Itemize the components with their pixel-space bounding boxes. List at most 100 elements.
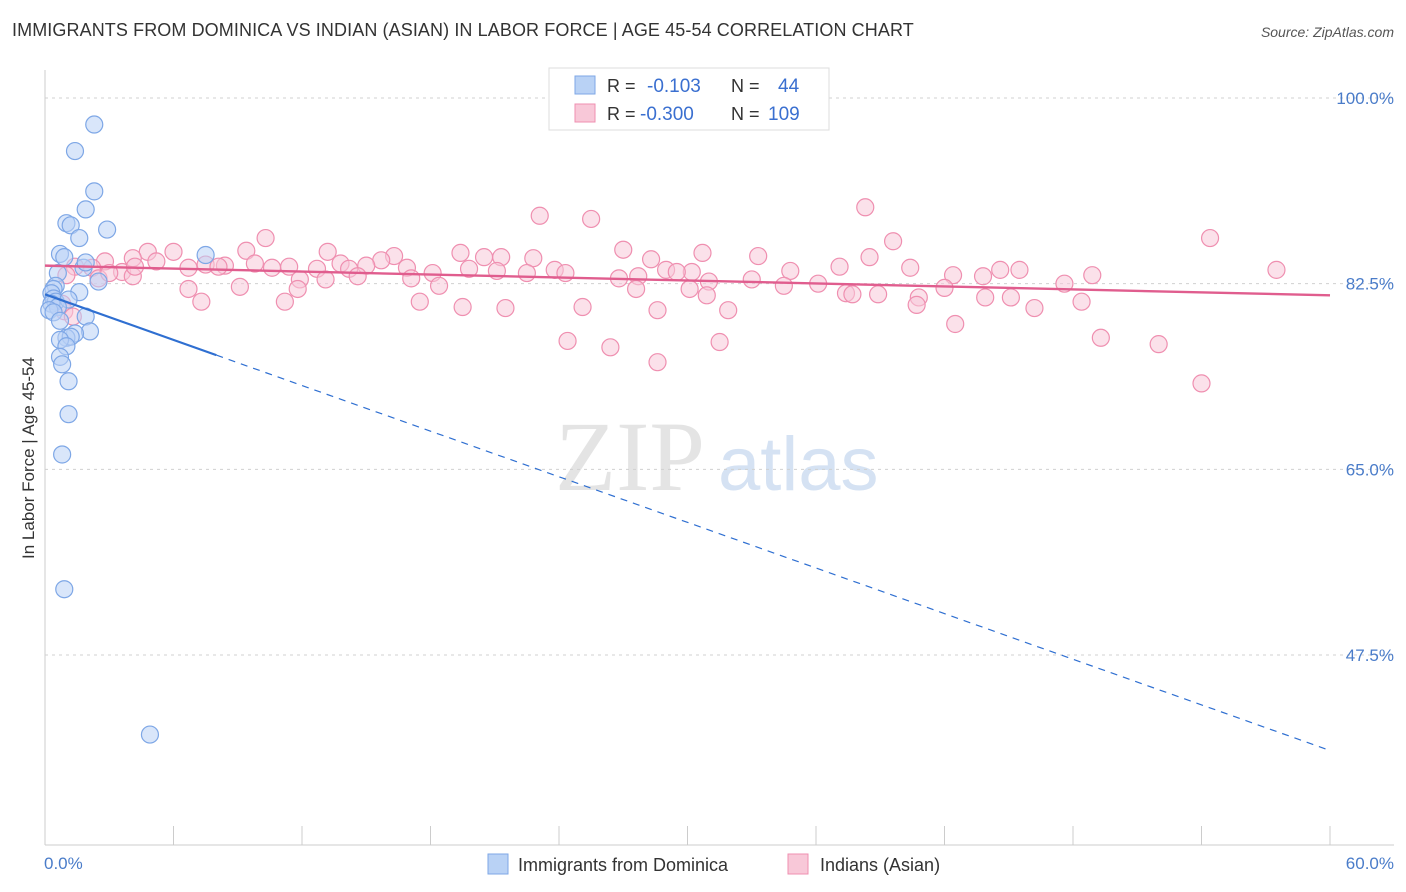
point-indian-asian	[147, 252, 166, 271]
point-indian-asian	[935, 278, 954, 298]
point-indian-asian	[869, 285, 888, 304]
point-indian-asian	[860, 248, 879, 267]
point-dominica	[85, 182, 104, 201]
point-indian-asian	[830, 257, 849, 276]
point-indian-asian	[410, 292, 429, 311]
legend-n-value-blue: 44	[778, 76, 800, 97]
watermark-zip: ZIP	[555, 401, 705, 512]
legend-n-label-pink: N =	[731, 104, 760, 124]
point-indian-asian	[973, 267, 993, 286]
point-dominica	[89, 272, 108, 291]
trend-line-indian-asian	[44, 264, 1331, 297]
point-dominica	[140, 725, 160, 744]
point-indian-asian	[1025, 298, 1044, 318]
y-tick-label: 65.0%	[1346, 460, 1394, 479]
trend-line-dominica-dashed	[216, 354, 1331, 752]
point-indian-asian	[1200, 228, 1220, 248]
legend-box: R = -0.103 N = 44 R = -0.300 N = 109	[548, 67, 830, 131]
chart-source: Source: ZipAtlas.com	[1260, 24, 1394, 40]
point-indian-asian	[976, 288, 995, 307]
point-indian-asian	[474, 248, 494, 267]
point-indian-asian	[275, 292, 294, 311]
legend-r-value-blue: -0.103	[647, 76, 701, 97]
point-indian-asian	[517, 263, 536, 283]
point-indian-asian	[774, 276, 793, 295]
bottom-legend-swatch-blue	[487, 853, 509, 875]
point-indian-asian	[742, 270, 761, 289]
point-dominica	[55, 580, 74, 599]
point-indian-asian	[907, 295, 926, 314]
x-tick-label-min: 0.0%	[44, 854, 83, 873]
legend-swatch-pink	[574, 103, 596, 123]
point-dominica	[80, 322, 100, 341]
point-indian-asian	[288, 279, 307, 299]
point-indian-asian	[641, 250, 661, 269]
point-indian-asian	[991, 260, 1010, 279]
x-ticks	[44, 826, 1331, 845]
point-indian-asian	[402, 269, 421, 288]
point-indian-asian	[719, 301, 738, 320]
point-indian-asian	[626, 279, 646, 299]
point-indian-asian	[943, 266, 963, 285]
point-indian-asian	[245, 254, 264, 273]
point-indian-asian	[1192, 374, 1211, 393]
point-indian-asian	[901, 258, 920, 277]
point-indian-asian	[710, 332, 729, 352]
point-indian-asian	[496, 298, 515, 318]
watermark-atlas: atlas	[718, 422, 879, 507]
point-indian-asian	[693, 243, 712, 262]
bottom-legend: Immigrants from Dominica Indians (Asian)	[487, 853, 940, 875]
point-indian-asian	[316, 270, 335, 289]
legend-n-value-pink: 109	[768, 104, 800, 125]
point-indian-asian	[1072, 292, 1091, 311]
point-indian-asian	[1149, 335, 1168, 354]
point-dominica	[65, 141, 85, 161]
y-tick-label: 82.5%	[1346, 275, 1394, 294]
point-dominica	[53, 355, 72, 374]
point-indian-asian	[749, 246, 768, 266]
point-dominica	[55, 248, 74, 267]
point-indian-asian	[946, 314, 965, 334]
point-dominica	[70, 228, 89, 248]
series-immigrants-dominica	[40, 115, 215, 744]
point-indian-asian	[262, 258, 282, 277]
point-indian-asian	[429, 276, 449, 295]
point-indian-asian	[601, 338, 620, 357]
trend-line-dominica-solid	[44, 293, 217, 357]
legend-r-value-pink: -0.300	[640, 104, 694, 125]
bottom-legend-label-blue: Immigrants from Dominica	[518, 855, 729, 875]
point-dominica	[59, 405, 78, 424]
point-dominica	[98, 220, 117, 239]
bottom-legend-swatch-pink	[787, 853, 809, 875]
point-indian-asian	[1001, 288, 1020, 307]
trend-lines	[44, 264, 1331, 752]
point-indian-asian	[614, 240, 633, 259]
bottom-legend-label-pink: Indians (Asian)	[820, 855, 940, 875]
point-indian-asian	[451, 243, 470, 262]
point-indian-asian	[697, 286, 716, 305]
point-dominica	[76, 200, 95, 219]
y-axis-label: In Labor Force | Age 45-54	[19, 357, 38, 559]
point-indian-asian	[556, 263, 575, 283]
point-indian-asian	[648, 353, 667, 372]
point-indian-asian	[348, 267, 367, 286]
point-indian-asian	[573, 297, 592, 317]
point-indian-asian	[453, 297, 472, 317]
x-tick-label-max: 60.0%	[1346, 854, 1394, 873]
point-indian-asian	[237, 241, 256, 260]
series-indians-asian	[53, 198, 1286, 393]
point-dominica	[196, 245, 215, 265]
point-indian-asian	[209, 257, 228, 276]
y-tick-labels: 100.0% 82.5% 65.0% 47.5%	[1336, 89, 1394, 665]
point-indian-asian	[1091, 328, 1110, 347]
point-dominica	[61, 216, 80, 235]
point-indian-asian	[843, 285, 862, 304]
point-indian-asian	[459, 259, 479, 278]
y-tick-label: 47.5%	[1346, 646, 1394, 665]
point-indian-asian	[530, 206, 549, 225]
point-indian-asian	[680, 279, 699, 299]
point-indian-asian	[1010, 260, 1029, 279]
point-indian-asian	[256, 228, 275, 248]
point-dominica	[50, 311, 70, 330]
